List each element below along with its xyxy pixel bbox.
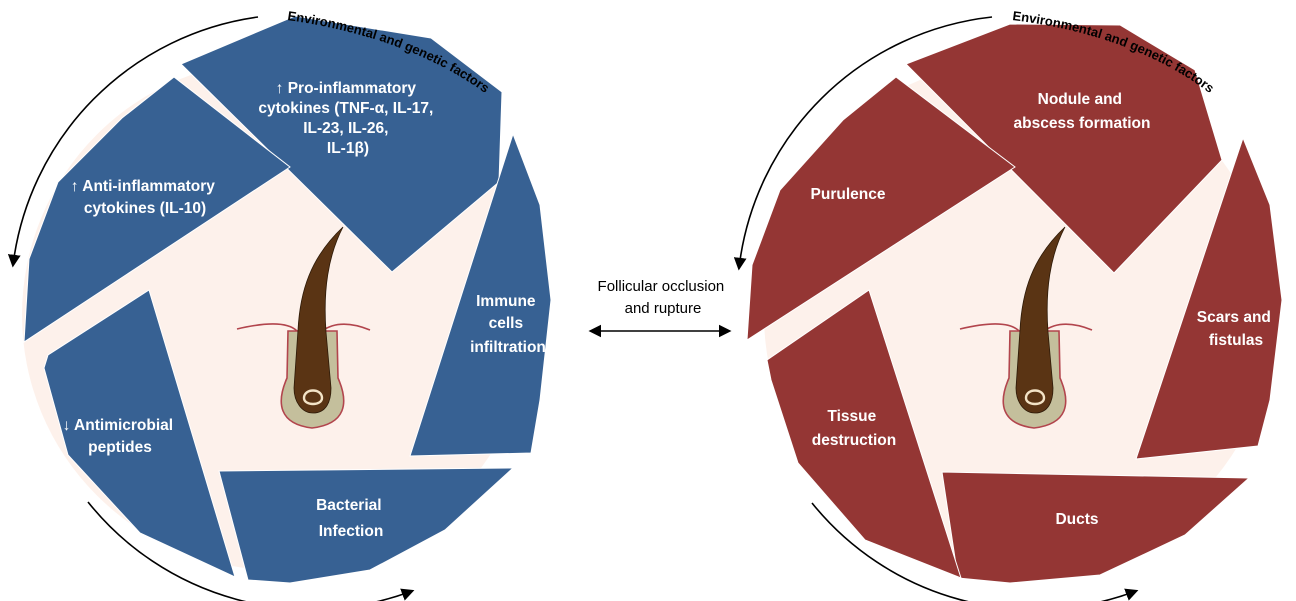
left-label-anti-inflammatory: ↑ Anti-inflammatory cytokines (IL-10) <box>71 178 219 217</box>
right-segment-ducts <box>941 471 1251 584</box>
right-segment-purulence <box>746 76 1016 341</box>
left-top-arrow <box>7 16 259 268</box>
right-hair-bulb-core <box>1024 389 1046 406</box>
left-bottom-arrow <box>87 501 415 601</box>
right-segment-tissue <box>766 289 962 579</box>
right-bottom-arrow <box>811 502 1139 601</box>
left-segment-anti-inflammatory <box>23 76 291 343</box>
right-hair-follicle-icon <box>959 226 1093 429</box>
right-label-nodule: Nodule and abscess formation <box>1014 91 1151 132</box>
right-segment-nodule <box>905 23 1223 274</box>
left-cycle-labels: ↑ Pro-inflammatory cytokines (TNF-α, IL-… <box>63 80 546 540</box>
right-label-purulence: Purulence <box>811 186 886 203</box>
left-label-bacterial-infection: Bacterial Infection <box>316 497 386 540</box>
left-label-immune-cells: Immune cells infiltration <box>470 293 546 356</box>
right-cycle-labels: Nodule and abscess formation Scars and f… <box>811 91 1275 528</box>
center-label: Follicular occlusion and rupture <box>598 278 729 317</box>
left-cycle-segments <box>23 15 552 584</box>
left-hair-shaft <box>293 226 344 414</box>
right-cycle: Nodule and abscess formation Scars and f… <box>733 8 1283 601</box>
center-relation: Follicular occlusion and rupture <box>588 278 732 338</box>
right-top-arrow <box>733 16 993 271</box>
left-segment-immune-cells <box>409 132 552 457</box>
left-hair-follicle-icon <box>236 226 371 429</box>
left-segment-antimicrobial <box>43 289 236 578</box>
right-label-ducts: Ducts <box>1055 511 1098 528</box>
right-hair-shaft <box>1015 226 1066 414</box>
left-segment-pro-inflammatory <box>180 15 503 273</box>
left-label-antimicrobial: ↓ Antimicrobial peptides <box>63 417 178 456</box>
right-label-scars: Scars and fistulas <box>1197 309 1275 349</box>
left-segment-bacterial-infection <box>218 467 515 584</box>
right-segment-scars <box>1135 136 1283 460</box>
left-cycle: ↑ Pro-inflammatory cytokines (TNF-α, IL-… <box>7 8 552 601</box>
right-cycle-segments <box>746 23 1283 584</box>
right-label-tissue: Tissue destruction <box>812 408 896 449</box>
left-hair-bulb-core <box>302 389 324 406</box>
left-label-pro-inflammatory: ↑ Pro-inflammatory cytokines (TNF-α, IL-… <box>258 80 437 157</box>
